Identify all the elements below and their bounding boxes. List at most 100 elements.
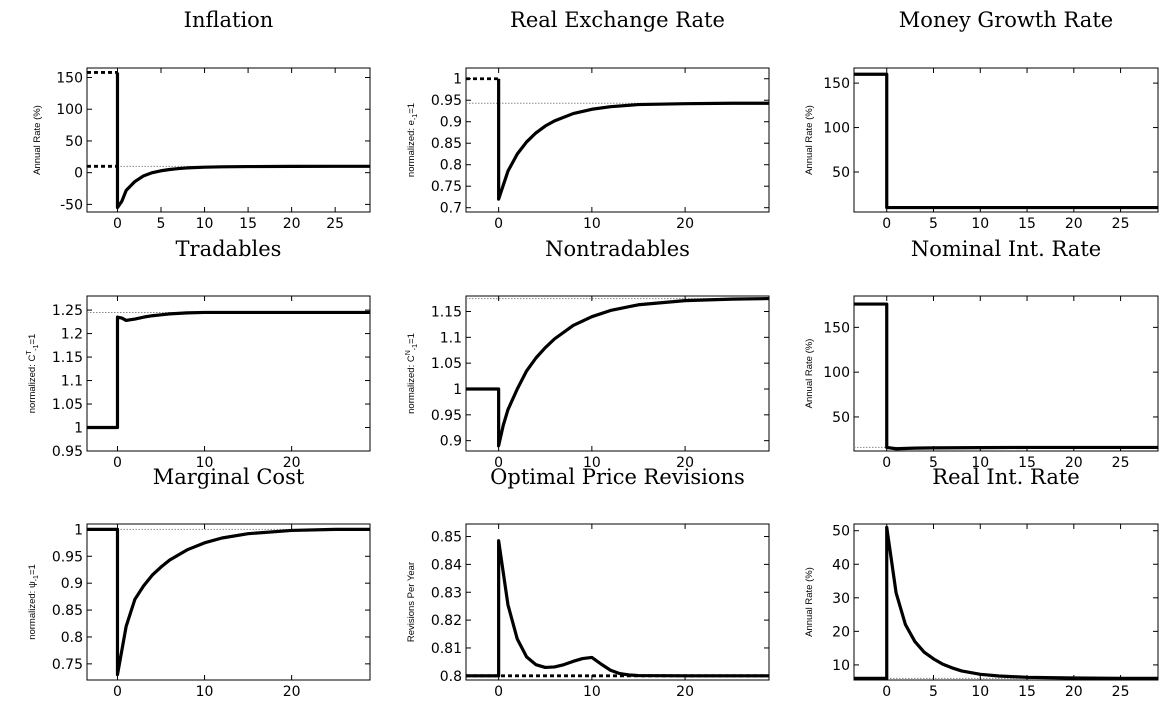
- x-tick-label: 0: [113, 684, 122, 700]
- plot-frame: [86, 295, 371, 452]
- series-line: [115, 72, 370, 210]
- x-tick-label: 5: [929, 684, 938, 700]
- y-tick-label: 40: [832, 557, 850, 573]
- y-tick-label: 0.8: [61, 630, 83, 646]
- plot-area: [87, 71, 370, 210]
- y-tick-label: 20: [832, 624, 850, 640]
- chart-title: Nontradables: [545, 237, 690, 261]
- plot-frame: [465, 67, 770, 213]
- plot-area: [87, 310, 370, 430]
- plot-frame: [853, 523, 1159, 681]
- chart-title: Money Growth Rate: [899, 8, 1113, 32]
- y-tick-label: 150: [823, 76, 850, 92]
- y-tick-label: 50: [832, 410, 850, 426]
- x-tick-label: 15: [239, 216, 257, 232]
- x-tick-label: 20: [283, 216, 301, 232]
- y-tick-label: 0.7: [440, 201, 462, 217]
- x-tick-label: 10: [196, 455, 214, 471]
- plot-area: [466, 77, 769, 201]
- x-tick-label: 10: [971, 455, 989, 471]
- y-tick-label: 0.75: [52, 657, 83, 673]
- y-tick-label: 10: [832, 658, 850, 674]
- y-tick-label: 150: [56, 71, 83, 87]
- y-tick-label: 0.82: [431, 613, 462, 629]
- x-tick-label: 10: [583, 455, 601, 471]
- series-line: [854, 525, 1158, 680]
- chart-title: Inflation: [184, 8, 274, 32]
- x-tick-label: 10: [583, 216, 601, 232]
- y-tick-label: 0.95: [52, 444, 83, 460]
- y-tick-label: 1.1: [61, 374, 83, 390]
- chart-panel: Real Exchange Rate 0 10 20 0.7 0.75 0.8 0.85 0.9…: [406, 8, 770, 232]
- x-tick-label: 0: [494, 455, 503, 471]
- y-tick-label: 1: [453, 72, 462, 88]
- plot-frame: [853, 67, 1159, 213]
- x-tick-label: 25: [1112, 216, 1130, 232]
- chart-panel: Optimal Price Revisions 0 10 20 0.8 0.81 0.82 0…: [406, 465, 770, 700]
- x-tick-label: 10: [196, 216, 214, 232]
- y-tick-label: 0.83: [431, 585, 462, 601]
- plot-frame: [86, 523, 371, 681]
- x-tick-label: 15: [1018, 216, 1036, 232]
- y-tick-label: 1.1: [440, 330, 462, 346]
- chart-title: Marginal Cost: [153, 465, 305, 489]
- chart-panel: Marginal Cost 0 10 20 0.75 0.8 0.85 0.9 0.95 1 nor…: [27, 465, 371, 700]
- y-axis-label: normalized: CT-1=1: [26, 334, 40, 414]
- y-tick-label: 0: [74, 166, 83, 182]
- series-line: [854, 72, 1158, 210]
- chart-title: Tradables: [176, 237, 282, 261]
- chart-title: Real Int. Rate: [932, 465, 1079, 489]
- x-tick-label: 0: [882, 455, 891, 471]
- plot-area: [466, 539, 769, 678]
- y-tick-label: 0.95: [431, 93, 462, 109]
- x-tick-label: 20: [1065, 684, 1083, 700]
- y-tick-label: 1: [453, 382, 462, 398]
- y-tick-label: 50: [65, 134, 83, 150]
- x-tick-label: 5: [929, 216, 938, 232]
- plot-area: [87, 527, 370, 677]
- series-line: [466, 296, 769, 448]
- y-tick-label: 100: [823, 365, 850, 381]
- y-tick-label: 0.9: [440, 434, 462, 450]
- x-tick-label: 0: [113, 216, 122, 232]
- x-tick-label: 20: [676, 455, 694, 471]
- y-tick-label: 0.8: [440, 669, 462, 685]
- y-tick-label: 100: [56, 102, 83, 118]
- x-tick-label: 20: [283, 455, 301, 471]
- x-tick-label: 25: [326, 216, 344, 232]
- y-tick-label: 1.05: [52, 397, 83, 413]
- y-tick-label: 0.9: [440, 115, 462, 131]
- y-axis-label: Annual Rate (%): [804, 567, 815, 637]
- y-tick-label: 1.25: [52, 303, 83, 319]
- x-tick-label: 10: [971, 216, 989, 232]
- x-tick-label: 20: [1065, 455, 1083, 471]
- y-tick-label: 0.85: [52, 603, 83, 619]
- plot-frame: [465, 523, 770, 681]
- y-axis-label: normalized: CN-1=1: [405, 333, 419, 414]
- y-tick-label: 1: [74, 421, 83, 437]
- chart-title: Nominal Int. Rate: [911, 237, 1101, 261]
- plot-area: [854, 525, 1158, 680]
- x-tick-label: 20: [283, 684, 301, 700]
- y-tick-label: 30: [832, 591, 850, 607]
- x-tick-label: 5: [929, 455, 938, 471]
- x-tick-label: 20: [676, 216, 694, 232]
- y-tick-label: 0.8: [440, 158, 462, 174]
- x-tick-label: 0: [494, 684, 503, 700]
- series-line: [854, 302, 1158, 451]
- series-line: [87, 310, 370, 430]
- x-tick-label: 20: [676, 684, 694, 700]
- y-tick-label: 1: [74, 522, 83, 538]
- chart-title: Real Exchange Rate: [510, 8, 725, 32]
- x-tick-label: 0: [494, 216, 503, 232]
- y-tick-label: 1.05: [431, 356, 462, 372]
- y-tick-label: 1.15: [52, 350, 83, 366]
- y-tick-label: 150: [823, 320, 850, 336]
- x-tick-label: 0: [113, 455, 122, 471]
- y-tick-label: -50: [60, 197, 83, 213]
- y-tick-label: 0.85: [431, 136, 462, 152]
- x-tick-label: 25: [1112, 455, 1130, 471]
- y-tick-label: 0.95: [431, 408, 462, 424]
- x-tick-label: 0: [882, 684, 891, 700]
- x-tick-label: 10: [583, 684, 601, 700]
